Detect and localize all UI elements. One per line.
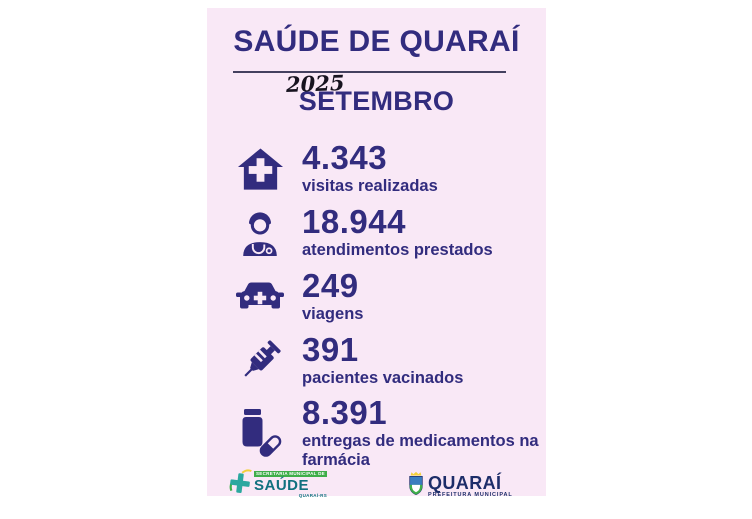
stat-value: 391 — [302, 331, 359, 368]
stat-label: pacientes vacinados — [302, 369, 464, 387]
city-sub: PREFEITURA MUNICIPAL — [428, 492, 513, 499]
stat-text: 18.944 atendimentos prestados — [302, 205, 493, 260]
stat-row-visitas: 4.343 visitas realizadas — [235, 141, 438, 196]
health-infographic-poster: SAÚDE DE QUARAÍ 2025 SETEMBRO 4.343 visi… — [207, 8, 546, 498]
house-medical-icon — [235, 144, 285, 194]
medical-car-icon — [235, 272, 285, 322]
city-hall-logo-text: QUARAÍ PREFEITURA MUNICIPAL — [428, 474, 513, 499]
stat-value: 4.343 — [302, 139, 388, 176]
stat-row-vacinados: 391 pacientes vacinados — [235, 333, 463, 388]
stat-value: 249 — [302, 267, 359, 304]
stat-row-farmacia: 8.391 entregas de medicamentos na farmác… — [235, 396, 540, 471]
health-dept-name: SAÚDE — [254, 477, 310, 494]
stat-text: 391 pacientes vacinados — [302, 333, 463, 388]
year-script: 2025 — [285, 69, 345, 98]
stat-value: 8.391 — [302, 394, 388, 431]
pills-icon — [235, 408, 285, 458]
stat-label: visitas realizadas — [302, 177, 438, 195]
stat-row-viagens: 249 viagens — [235, 269, 363, 324]
health-dept-sub: QUARAÍ-RS — [298, 493, 327, 498]
doctor-icon — [235, 208, 285, 258]
stat-text: 4.343 visitas realizadas — [302, 141, 438, 196]
stat-label: atendimentos prestados — [302, 241, 493, 259]
health-dept-logo-text: SECRETARIA MUNICIPAL DE SAÚDE QUARAÍ-RS — [254, 470, 327, 499]
stat-text: 8.391 entregas de medicamentos na farmác… — [302, 396, 540, 471]
stat-label: entregas de medicamentos na farmácia — [302, 432, 539, 470]
syringe-icon — [235, 336, 285, 386]
stat-value: 18.944 — [302, 203, 406, 240]
poster-title: SAÚDE DE QUARAÍ — [233, 25, 520, 58]
title-divider — [233, 71, 506, 73]
month-title: SETEMBRO — [298, 86, 455, 116]
city-name: QUARAÍ — [428, 473, 502, 494]
stat-row-atendimentos: 18.944 atendimentos prestados — [235, 205, 493, 260]
stat-label: viagens — [302, 305, 364, 323]
health-dept-strip: SECRETARIA MUNICIPAL DE — [254, 470, 327, 477]
health-dept-logo: SECRETARIA MUNICIPAL DE SAÚDE QUARAÍ-RS — [228, 469, 327, 500]
city-hall-logo: QUARAÍ PREFEITURA MUNICIPAL — [407, 471, 513, 502]
city-crest-icon — [407, 471, 425, 502]
health-cross-icon — [228, 469, 252, 500]
stat-text: 249 viagens — [302, 269, 363, 324]
